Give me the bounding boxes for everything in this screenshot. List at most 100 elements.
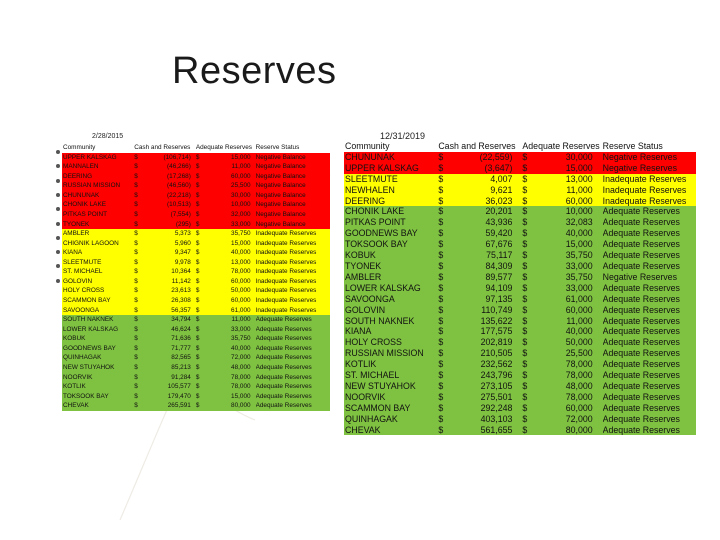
community-cell: PITKAS POINT xyxy=(344,217,439,229)
table-row: KIANA $177,575 $40,000 Adequate Reserves xyxy=(344,326,696,338)
currency-symbol: $ xyxy=(193,209,206,220)
community-cell: AMBLER xyxy=(62,229,135,239)
reserve-status-cell: Negative Balance xyxy=(255,181,330,191)
reserve-status-cell: Adequate Reserves xyxy=(602,413,696,425)
community-cell: QUINHAGAK xyxy=(62,353,135,363)
currency-symbol: $ xyxy=(438,359,451,371)
reserve-status-cell: Negative Balance xyxy=(255,190,330,201)
table-row: QUINHAGAK $82,565 $72,000 Adequate Reserves xyxy=(62,353,330,363)
table-row: KOTLIK $232,562 $78,000 Adequate Reserves xyxy=(344,359,696,371)
currency-symbol: $ xyxy=(438,326,451,338)
currency-symbol: $ xyxy=(518,370,534,381)
table-row: KIANA $9,347 $40,000 Inadequate Reserves xyxy=(62,248,330,258)
table-row: SOUTH NAKNEK $135,622 $11,000 Adequate Rese… xyxy=(344,315,696,327)
currency-symbol: $ xyxy=(438,315,451,327)
reserve-status-cell: Adequate Reserves xyxy=(602,206,696,218)
reserve-status-cell: Adequate Reserves xyxy=(255,391,330,402)
community-cell: HOLY CROSS xyxy=(344,337,439,349)
currency-symbol: $ xyxy=(518,228,534,240)
currency-symbol: $ xyxy=(193,267,206,277)
currency-symbol: $ xyxy=(193,162,206,172)
bullet-marker xyxy=(56,207,60,212)
bullet-marker xyxy=(56,278,60,283)
reserve-status-cell: Inadequate Reserves xyxy=(602,184,696,196)
currency-symbol: $ xyxy=(518,359,534,371)
bullet-marker xyxy=(56,150,60,154)
adequate-reserves-cell: 15,000 xyxy=(533,239,603,251)
reserve-status-cell: Adequate Reserves xyxy=(255,353,330,363)
column-header: Cash and Reserves xyxy=(134,143,194,153)
cash-reserves-cell: 59,420 xyxy=(450,228,519,240)
reserve-status-cell: Adequate Reserves xyxy=(602,326,696,338)
left-table-date: 2/28/2015 xyxy=(92,133,124,140)
community-cell: SOUTH NAKNEK xyxy=(344,315,439,327)
currency-symbol: $ xyxy=(134,391,145,402)
adequate-reserves-cell: 30,000 xyxy=(533,151,603,163)
currency-symbol: $ xyxy=(518,413,534,425)
slide-title: Reserves xyxy=(172,50,337,92)
community-cell: KIANA xyxy=(344,326,439,338)
currency-symbol: $ xyxy=(193,229,206,239)
reserve-status-cell: Adequate Reserves xyxy=(602,250,696,261)
adequate-reserves-cell: 61,000 xyxy=(533,293,603,305)
currency-symbol: $ xyxy=(134,171,145,182)
adequate-reserves-cell: 40,000 xyxy=(205,343,256,354)
currency-symbol: $ xyxy=(134,190,145,201)
bullet-marker xyxy=(56,178,60,183)
currency-symbol: $ xyxy=(518,337,534,349)
cash-reserves-cell: 5,960 xyxy=(144,238,194,249)
currency-symbol: $ xyxy=(134,181,145,191)
currency-symbol: $ xyxy=(134,353,145,363)
cash-reserves-cell: 75,117 xyxy=(450,250,519,261)
table-row: LOWER KALSKAG $46,624 $33,000 Adequate Rese… xyxy=(62,324,330,335)
reserve-status-cell: Adequate Reserves xyxy=(255,382,330,392)
currency-symbol: $ xyxy=(438,162,451,174)
currency-symbol: $ xyxy=(193,315,206,325)
reserve-status-cell: Adequate Reserves xyxy=(602,228,696,240)
bullet-marker xyxy=(56,250,60,255)
cash-reserves-cell: 232,562 xyxy=(450,359,519,371)
reserve-status-cell: Adequate Reserves xyxy=(602,217,696,229)
reserve-status-cell: Negative Reserves xyxy=(602,162,696,174)
currency-symbol: $ xyxy=(193,382,206,392)
community-cell: ST. MICHAEL xyxy=(344,370,439,381)
currency-symbol: $ xyxy=(518,239,534,251)
cash-reserves-cell: 265,591 xyxy=(144,401,194,411)
currency-symbol: $ xyxy=(193,372,206,383)
reserves-table-2015: Community Cash and Reserves Adequate Reser… xyxy=(62,143,330,411)
reserve-status-cell: Adequate Reserves xyxy=(255,315,330,325)
table-row: DEERING $ (17,268) $60,000 Negative Balance xyxy=(62,171,330,182)
reserve-status-cell: Inadequate Reserves xyxy=(255,229,330,239)
adequate-reserves-cell: 78,000 xyxy=(205,267,256,277)
reserve-status-cell: Adequate Reserves xyxy=(602,337,696,349)
currency-symbol: $ xyxy=(193,391,206,402)
adequate-reserves-cell: 40,000 xyxy=(533,326,603,338)
cash-reserves-cell: (7,554) xyxy=(144,209,194,220)
community-cell: SAVOONGA xyxy=(62,305,135,316)
table-row: CHEVAK $265,591 $80,000 Adequate Reserves xyxy=(62,401,330,411)
currency-symbol: $ xyxy=(518,315,534,327)
cash-reserves-cell: 71,777 xyxy=(144,343,194,354)
currency-symbol: $ xyxy=(134,229,145,239)
reserve-status-cell: Adequate Reserves xyxy=(255,372,330,383)
currency-symbol: $ xyxy=(193,171,206,182)
adequate-reserves-cell: 25,500 xyxy=(205,181,256,191)
cash-reserves-cell: 23,613 xyxy=(144,286,194,296)
adequate-reserves-cell: 15,000 xyxy=(205,238,256,249)
adequate-reserves-cell: 13,000 xyxy=(205,257,256,268)
adequate-reserves-cell: 35,750 xyxy=(205,229,256,239)
cash-reserves-cell: 10,364 xyxy=(144,267,194,277)
community-cell: DEERING xyxy=(62,171,135,182)
adequate-reserves-cell: 33,000 xyxy=(533,260,603,272)
cash-reserves-cell: 56,357 xyxy=(144,305,194,316)
reserve-status-cell: Adequate Reserves xyxy=(602,304,696,316)
community-cell: UPPER KALSKAG xyxy=(62,152,135,163)
currency-symbol: $ xyxy=(193,362,206,373)
reserves-table-2019-body: Community Cash and Reserves Adequate Reser… xyxy=(344,141,696,436)
cash-reserves-cell: 97,135 xyxy=(450,293,519,305)
community-cell: GOODNEWS BAY xyxy=(344,228,439,240)
currency-symbol: $ xyxy=(518,348,534,360)
cash-reserves-cell: 85,213 xyxy=(144,362,194,373)
column-header: Adequate Reserves xyxy=(518,141,603,152)
reserve-status-cell: Negative Reserves xyxy=(602,271,696,283)
